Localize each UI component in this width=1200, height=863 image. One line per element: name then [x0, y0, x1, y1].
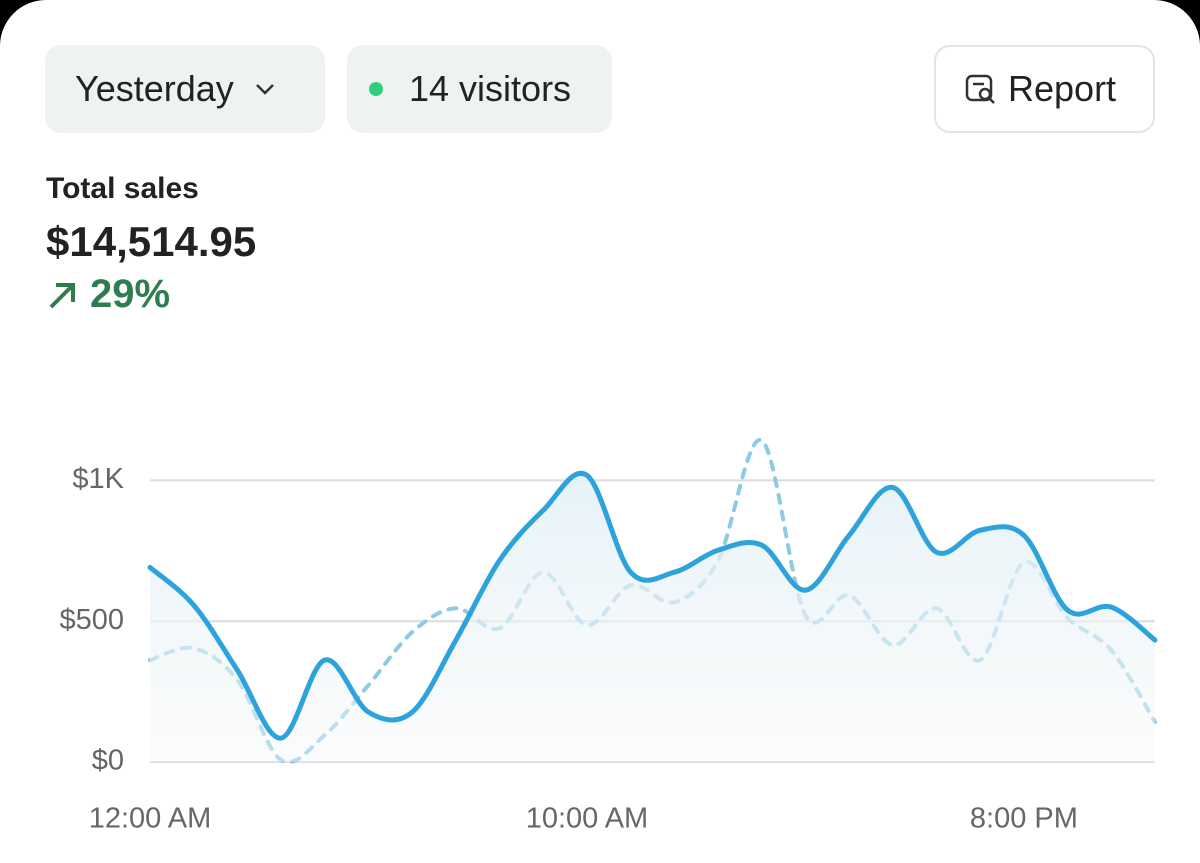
y-tick-label: $500	[59, 604, 124, 636]
area	[150, 473, 1155, 762]
chevron-icon	[255, 84, 274, 95]
period-selector[interactable]: Yesterday	[45, 45, 325, 133]
summary-amount: $14,514.95	[46, 218, 257, 265]
x-tick-label: 8:00 PM	[970, 803, 1078, 835]
y-tick-label: $0	[92, 745, 124, 777]
report-button[interactable]: Report	[934, 45, 1155, 133]
visitors-chip[interactable]: 14 visitors	[347, 45, 612, 133]
x-tick-label: 10:00 AM	[526, 803, 649, 835]
summary-label: Total sales	[46, 172, 199, 205]
series-line	[147, 470, 1158, 741]
report-label: Report	[1008, 68, 1117, 109]
report-icon	[965, 74, 995, 104]
x-tick-label: 12:00 AM	[89, 803, 212, 835]
up-arrow-icon	[49, 282, 75, 308]
period-label: Yesterday	[75, 68, 234, 109]
change-value: 29%	[90, 272, 171, 316]
visitors-label: 14 visitors	[409, 68, 572, 109]
y-tick-label: $1K	[72, 463, 124, 495]
live-dot	[369, 82, 383, 96]
summary-change: 29%	[46, 272, 170, 317]
